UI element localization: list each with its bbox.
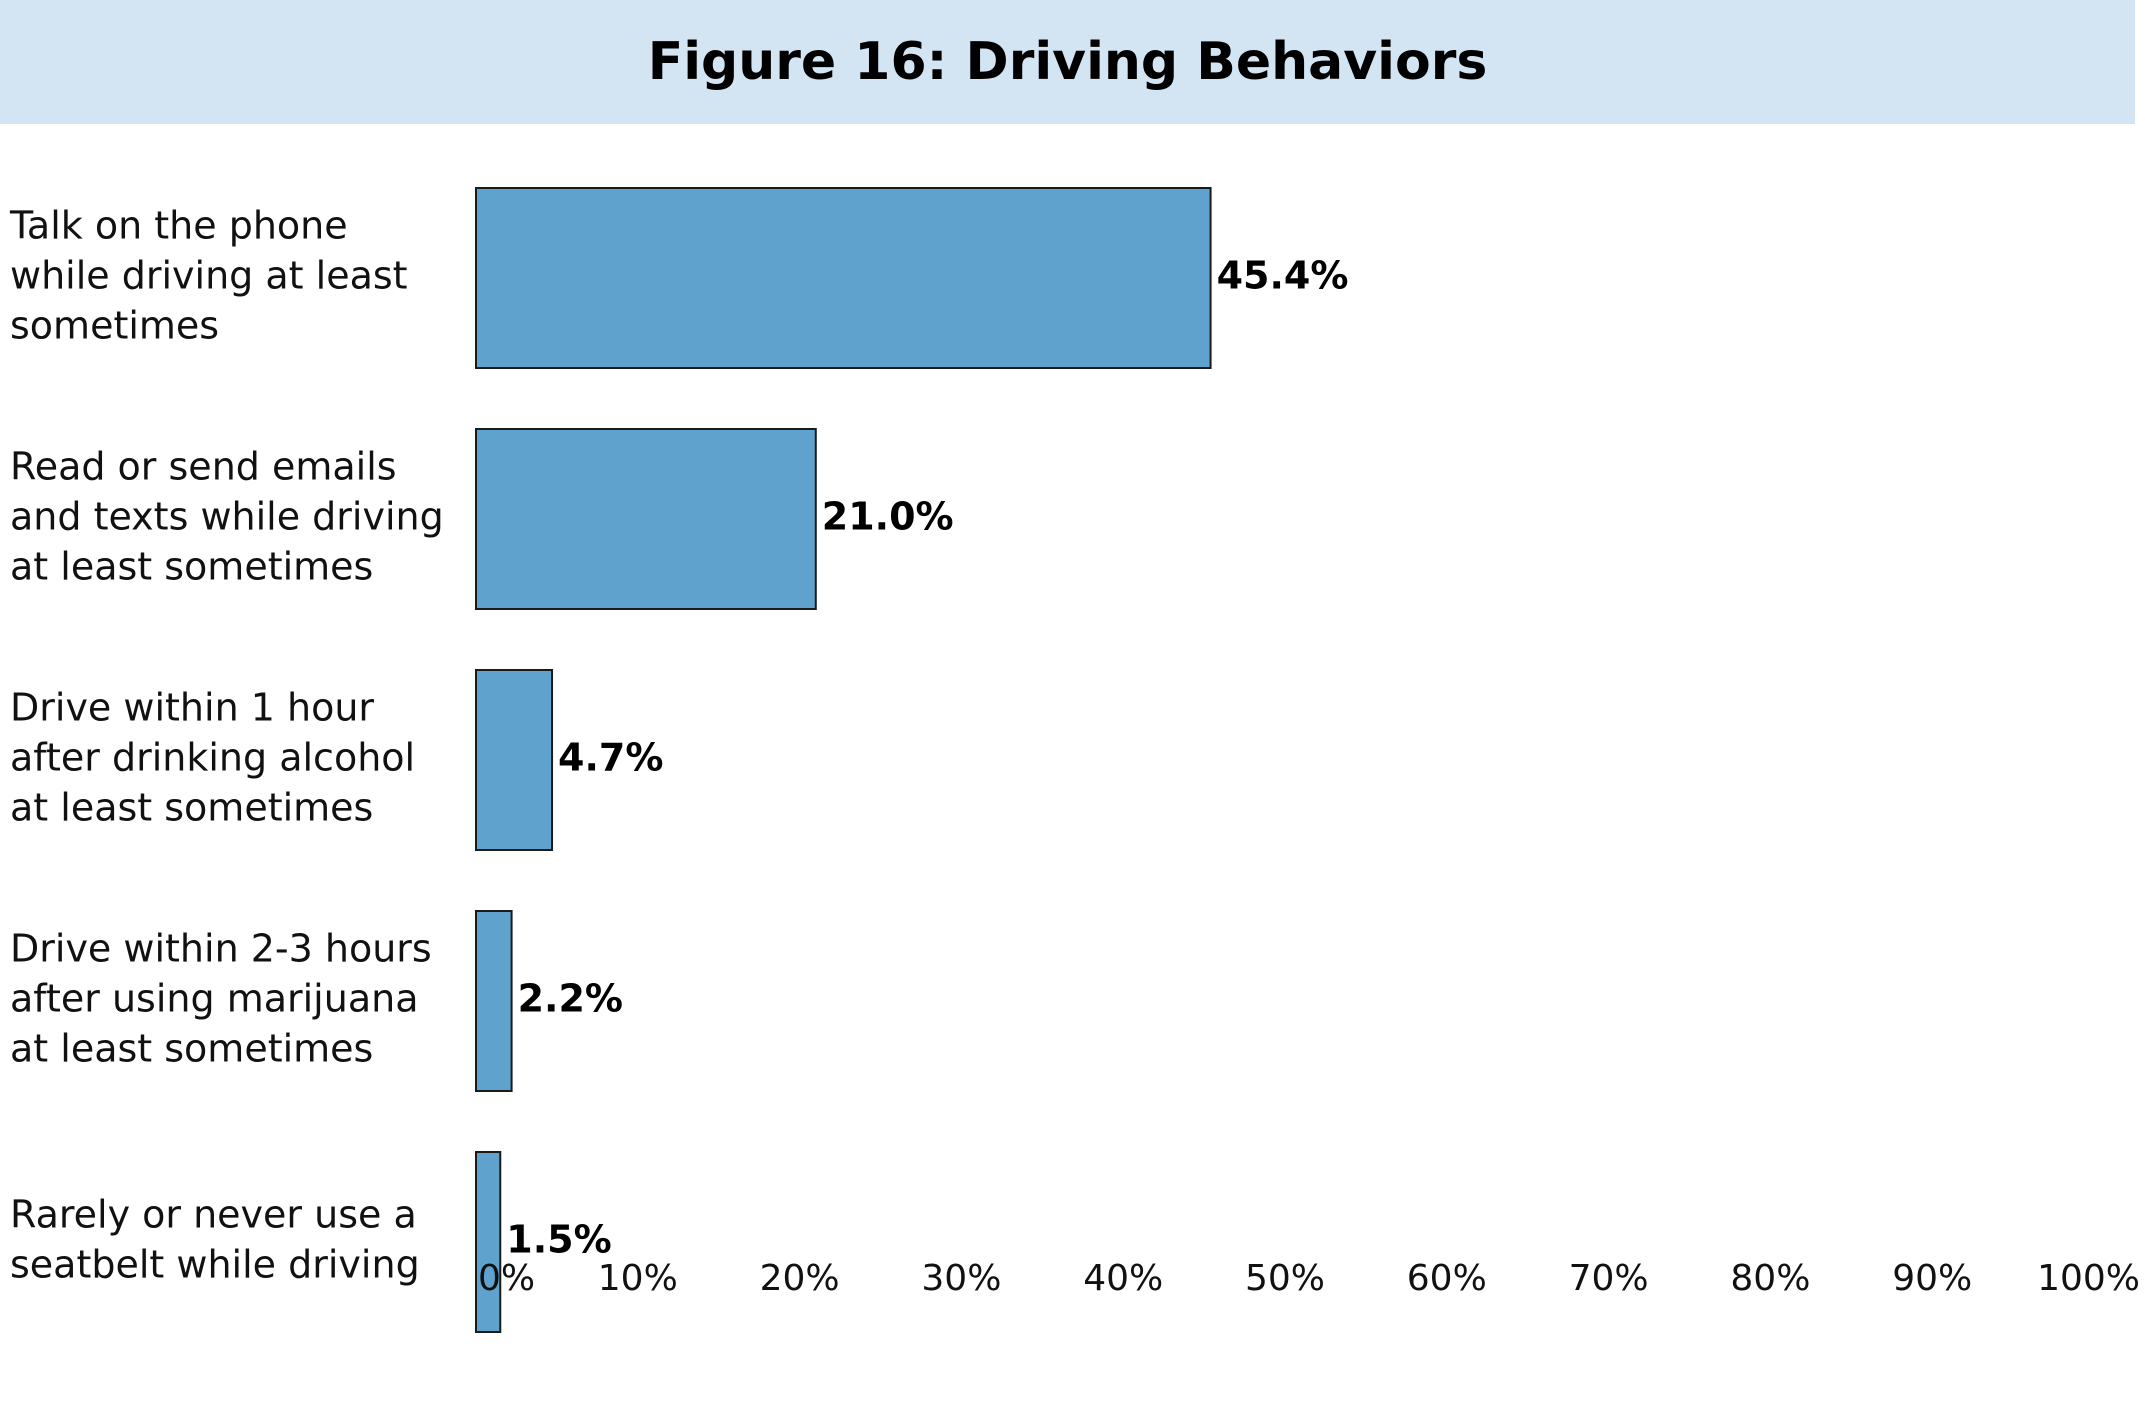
value-label-0: 45.4% bbox=[1217, 254, 1349, 298]
x-tick-label-10: 100% bbox=[2037, 1258, 2140, 1299]
x-tick-label-0: 0% bbox=[478, 1258, 535, 1299]
value-labels-layer: 45.4% 21.0% 4.7% 2.2% 1.5% bbox=[506, 254, 1348, 1262]
bar-2 bbox=[475, 669, 554, 851]
bar-0 bbox=[475, 187, 1212, 369]
chart-title: Figure 16: Driving Behaviors bbox=[647, 32, 1488, 92]
bar-3 bbox=[475, 910, 513, 1092]
category-labels-layer: Talk on the phone while driving at least s… bbox=[9, 204, 444, 1287]
x-axis-ticks: 0% 10% 20% 30% 40% 50% 60% 70% 80% 90% 100% bbox=[478, 1258, 2140, 1299]
x-tick-label-7: 70% bbox=[1569, 1258, 1649, 1299]
category-label-0: Talk on the phone while driving at least s… bbox=[9, 204, 408, 348]
category-label-1: Read or send emails and texts while drivi… bbox=[10, 445, 444, 589]
x-tick-label-5: 50% bbox=[1245, 1258, 1325, 1299]
x-tick-label-4: 40% bbox=[1083, 1258, 1163, 1299]
category-label-4: Rarely or never use a seatbelt while driv… bbox=[10, 1193, 420, 1287]
bar-4 bbox=[475, 1151, 502, 1333]
value-label-3: 2.2% bbox=[518, 977, 623, 1021]
value-label-1: 21.0% bbox=[822, 495, 954, 539]
x-tick-label-2: 20% bbox=[760, 1258, 840, 1299]
x-tick-label-8: 80% bbox=[1730, 1258, 1810, 1299]
bar-1 bbox=[475, 428, 817, 610]
x-tick-label-1: 10% bbox=[598, 1258, 678, 1299]
value-label-2: 4.7% bbox=[558, 736, 663, 780]
title-banner: Figure 16: Driving Behaviors bbox=[0, 0, 2135, 124]
x-tick-label-9: 90% bbox=[1892, 1258, 1972, 1299]
x-tick-label-6: 60% bbox=[1407, 1258, 1487, 1299]
bars-layer bbox=[475, 187, 1212, 1333]
category-label-2: Drive within 1 hour after drinking alcoho… bbox=[10, 686, 415, 830]
bar-chart: 45.4% 21.0% 4.7% 2.2% 1.5% Talk on the phone… bbox=[9, 187, 2140, 1333]
category-label-3: Drive within 2-3 hours after using mariju… bbox=[10, 927, 432, 1071]
x-tick-label-3: 30% bbox=[921, 1258, 1001, 1299]
value-label-4: 1.5% bbox=[506, 1218, 611, 1262]
